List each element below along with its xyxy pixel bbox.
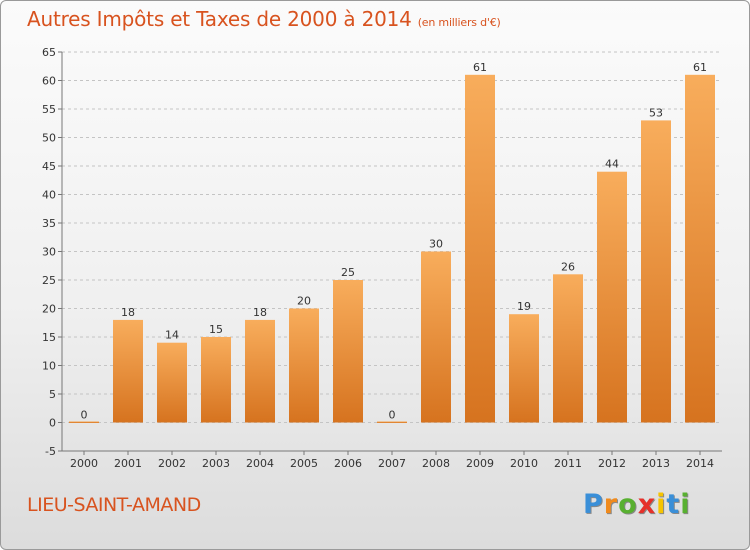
x-tick-label: 2007 <box>378 457 406 470</box>
logo-letter: x <box>637 489 657 520</box>
x-tick-label: 2000 <box>70 457 98 470</box>
bar-2008 <box>421 251 451 423</box>
bars <box>69 74 715 423</box>
y-tick-label: 40 <box>42 189 56 202</box>
y-tick-label: 45 <box>42 160 56 173</box>
logo-letter: o <box>618 489 638 520</box>
y-tick-label: 50 <box>42 132 56 145</box>
logo-letter: i <box>656 489 667 520</box>
bar-2012 <box>597 171 627 423</box>
logo-letter: i <box>680 489 691 520</box>
y-tick-label: 35 <box>42 217 56 230</box>
chart-title: Autres Impôts et Taxes de 2000 à 2014 (en… <box>27 7 501 31</box>
y-tick-label: 65 <box>42 46 56 59</box>
y-tick-label: 25 <box>42 274 56 287</box>
location-name: LIEU-SAINT-AMAND <box>27 494 201 516</box>
chart-subtitle: (en milliers d'€) <box>417 16 501 29</box>
y-tick-label: 60 <box>42 75 56 88</box>
data-labels: 0 18 14 15 18 20 25 0 30 61 19 26 44 53 61 <box>81 61 708 422</box>
data-label-2008: 30 <box>429 238 443 251</box>
data-label-2001: 18 <box>121 306 135 319</box>
proxiti-logo: Proxiti <box>583 489 691 520</box>
logo-letter: t <box>666 489 681 520</box>
chart-title-text: Autres Impôts et Taxes de 2000 à 2014 <box>27 7 412 31</box>
bar-2004 <box>245 319 275 423</box>
y-tick-label: -5 <box>45 445 56 458</box>
y-tick-label: 10 <box>42 360 56 373</box>
data-label-2004: 18 <box>253 306 267 319</box>
bar-2001 <box>113 319 143 423</box>
x-tick-label: 2008 <box>422 457 450 470</box>
bar-2011 <box>553 274 583 423</box>
x-tick-label: 2014 <box>686 457 714 470</box>
data-label-2014: 61 <box>693 61 707 74</box>
bar-2006 <box>333 280 363 423</box>
bar-2014 <box>685 74 715 423</box>
bar-2009 <box>465 74 495 423</box>
bar-2010 <box>509 314 539 423</box>
y-tick-label: 15 <box>42 331 56 344</box>
data-label-2013: 53 <box>649 106 663 119</box>
y-tick-labels: -5 0 5 10 15 20 25 30 35 40 45 50 55 60 65 <box>42 46 56 458</box>
y-tick-label: 20 <box>42 303 56 316</box>
bar-2013 <box>641 120 671 423</box>
data-label-2010: 19 <box>517 300 531 313</box>
data-label-2003: 15 <box>209 323 223 336</box>
x-tick-label: 2002 <box>158 457 186 470</box>
data-label-2005: 20 <box>297 295 311 308</box>
x-tick-label: 2006 <box>334 457 362 470</box>
data-label-2009: 61 <box>473 61 487 74</box>
x-tick-label: 2004 <box>246 457 274 470</box>
bar-2007 <box>377 421 407 423</box>
bar-2005 <box>289 308 319 423</box>
data-label-2000: 0 <box>81 409 88 422</box>
data-label-2011: 26 <box>561 260 575 273</box>
logo-letter: r <box>603 489 619 520</box>
bar-2000 <box>69 421 99 423</box>
bar-2002 <box>157 342 187 423</box>
y-tick-label: 0 <box>49 417 56 430</box>
data-label-2007: 0 <box>389 409 396 422</box>
x-tick-label: 2001 <box>114 457 142 470</box>
y-tick-label: 55 <box>42 103 56 116</box>
y-tick-label: 30 <box>42 246 56 259</box>
data-label-2012: 44 <box>605 158 619 171</box>
x-tick-label: 2013 <box>642 457 670 470</box>
data-label-2002: 14 <box>165 329 179 342</box>
bar-2003 <box>201 337 231 423</box>
x-tick-label: 2011 <box>554 457 582 470</box>
x-tick-label: 2003 <box>202 457 230 470</box>
logo-letter: P <box>583 489 604 520</box>
x-tick-label: 2009 <box>466 457 494 470</box>
x-tick-label: 2012 <box>598 457 626 470</box>
y-tick-label: 5 <box>49 388 56 401</box>
data-label-2006: 25 <box>341 266 355 279</box>
x-tick-label: 2010 <box>510 457 538 470</box>
x-tick-label: 2005 <box>290 457 318 470</box>
x-tick-labels: 2000 2001 2002 2003 2004 2005 2006 2007 2008 2009… <box>70 451 714 470</box>
